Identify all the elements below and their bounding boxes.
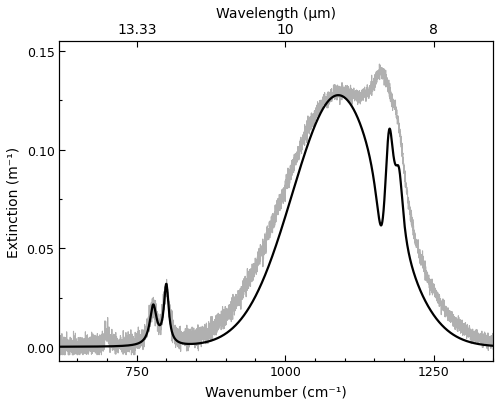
X-axis label: Wavenumber (cm⁻¹): Wavenumber (cm⁻¹) <box>206 384 347 398</box>
X-axis label: Wavelength (μm): Wavelength (μm) <box>216 7 336 21</box>
Y-axis label: Extinction (m⁻¹): Extinction (m⁻¹) <box>7 146 21 257</box>
